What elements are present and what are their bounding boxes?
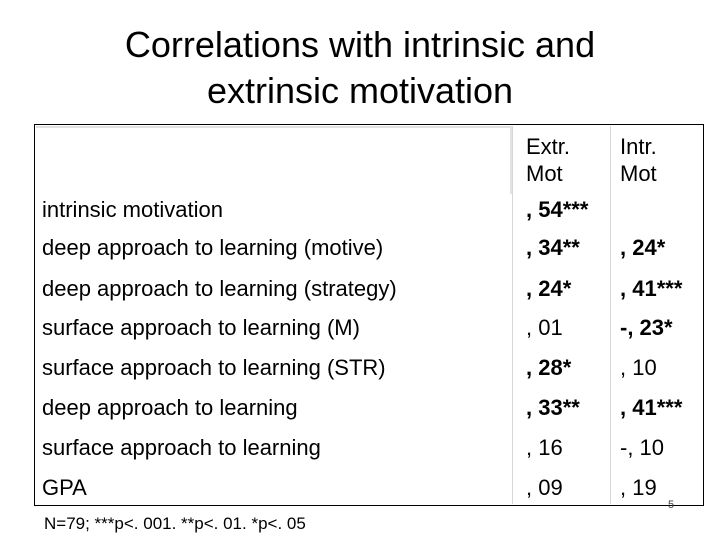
row-label: deep approach to learning (strategy) (42, 276, 397, 301)
extr-value: , 09 (526, 475, 563, 500)
title-line-1: Correlations with intrinsic and (124, 24, 596, 65)
page-number: 5 (668, 499, 675, 511)
column-divider-extr (512, 126, 513, 504)
intr-value: , 41*** (620, 276, 683, 301)
row-label: surface approach to learning (42, 435, 321, 460)
extr-header-line-2: Mot (526, 161, 563, 186)
extr-value: , 16 (526, 435, 563, 460)
intr-header-line-1: Intr. (620, 134, 657, 159)
row-label: GPA (42, 475, 87, 500)
extr-value: , 24* (526, 276, 572, 301)
row-label: intrinsic motivation (42, 197, 223, 222)
table-frame (34, 124, 704, 506)
row-label: surface approach to learning (M) (42, 315, 360, 340)
column-divider-intr (610, 126, 611, 504)
row-label: deep approach to learning (motive) (42, 235, 384, 260)
intr-value: -, 10 (620, 435, 665, 460)
intr-value: , 24* (620, 235, 666, 260)
intr-value: , 41*** (620, 395, 683, 420)
header-shading (36, 126, 512, 194)
extr-header-line-1: Extr. (526, 134, 571, 159)
intr-value: , 19 (620, 475, 657, 500)
slide-title: Correlations with intrinsic and extrinsi… (0, 22, 720, 114)
extr-value: , 33** (526, 395, 580, 420)
extr-value: , 01 (526, 315, 563, 340)
title-line-2: extrinsic motivation (206, 70, 514, 111)
intr-header-line-2: Mot (620, 161, 657, 186)
extr-value: , 28* (526, 355, 572, 380)
extr-value: , 54*** (526, 197, 589, 222)
intr-value: -, 23* (620, 315, 673, 340)
row-label: surface approach to learning (STR) (42, 355, 386, 380)
footnote: N=79; ***p<. 001. **p<. 01. *p<. 05 (44, 514, 306, 533)
row-label: deep approach to learning (42, 395, 298, 420)
intr-value: , 10 (620, 355, 657, 380)
extr-value: , 34** (526, 235, 580, 260)
